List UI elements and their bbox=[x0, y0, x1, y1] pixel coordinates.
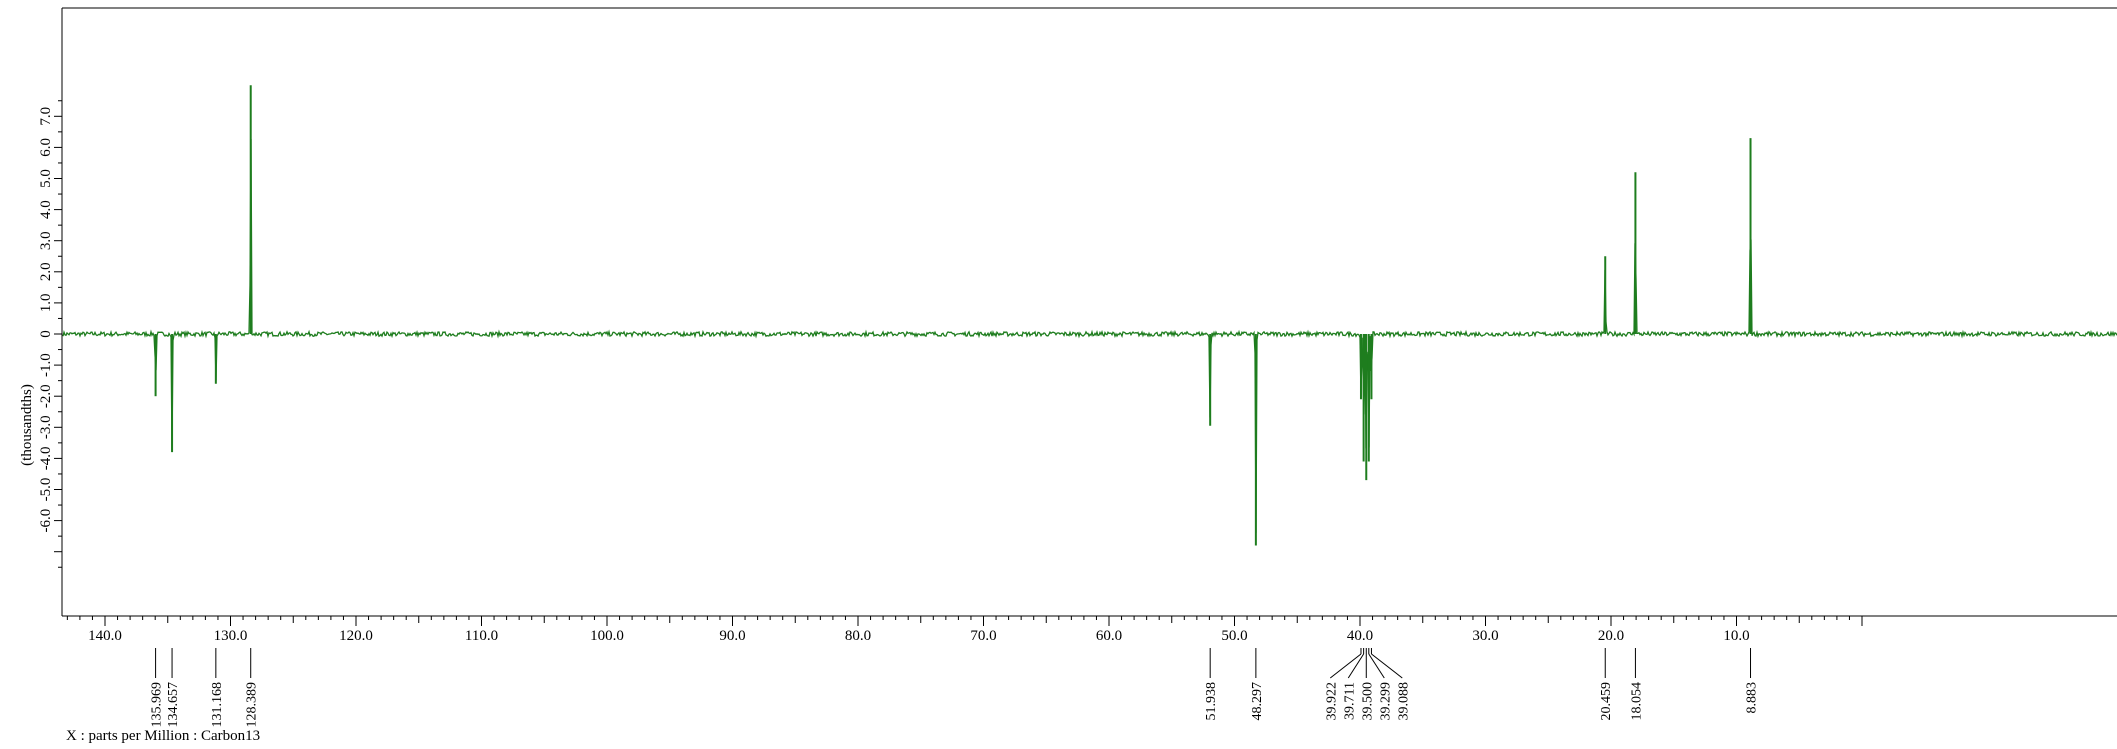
peak-label-leader bbox=[1329, 653, 1362, 679]
x-axis-label: X : parts per Million : Carbon13 bbox=[66, 728, 261, 744]
y-axis-label: (thousandths) bbox=[19, 384, 35, 466]
peak-label: 134.657 bbox=[166, 682, 181, 728]
x-tick-label: 60.0 bbox=[1096, 628, 1122, 644]
peak-label: 51.938 bbox=[1204, 682, 1219, 721]
x-tick-label: 120.0 bbox=[339, 628, 373, 644]
y-tick-label: 4.0 bbox=[38, 200, 54, 219]
x-axis: 160.0150.0140.0130.0120.0110.0100.090.08… bbox=[66, 616, 1863, 644]
peak-label: 48.297 bbox=[1250, 682, 1265, 721]
peak-label-leader bbox=[1371, 653, 1403, 679]
peak-label: 131.168 bbox=[210, 682, 225, 728]
peak-label-leader bbox=[1347, 653, 1365, 679]
x-tick-label: 100.0 bbox=[590, 628, 624, 644]
peak-label: 8.883 bbox=[1745, 682, 1760, 714]
y-tick-label: 6.0 bbox=[38, 138, 54, 157]
y-tick-label: -6.0 bbox=[38, 509, 54, 533]
peak-label: 135.969 bbox=[150, 682, 165, 728]
x-tick-label: 40.0 bbox=[1347, 628, 1373, 644]
peak-label: 128.389 bbox=[245, 682, 260, 728]
peak-label: 18.054 bbox=[1629, 682, 1644, 721]
y-tick-label: 1.0 bbox=[38, 294, 54, 313]
y-tick-label: 2.0 bbox=[38, 262, 54, 281]
spectrum-series bbox=[62, 85, 2117, 546]
x-tick-label: 30.0 bbox=[1472, 628, 1498, 644]
x-tick-label: 110.0 bbox=[465, 628, 498, 644]
x-tick-label: 20.0 bbox=[1598, 628, 1624, 644]
spectrum-baseline bbox=[62, 138, 2117, 533]
x-tick-label: 80.0 bbox=[845, 628, 871, 644]
y-tick-label: -3.0 bbox=[38, 415, 54, 439]
peak-label: 39.299 bbox=[1378, 682, 1393, 721]
peak-label-leader bbox=[1368, 653, 1385, 679]
x-tick-label: 140.0 bbox=[88, 628, 122, 644]
peak-label: 39.500 bbox=[1360, 682, 1375, 721]
y-tick-label: 0 bbox=[38, 330, 54, 338]
y-tick-label: -5.0 bbox=[38, 478, 54, 502]
y-axis: 7.0 6.0 5.0 4.0 3.0 2.0 1.0 0 -1.0 -2.0 -3.0 -4.0 -5… bbox=[38, 100, 62, 568]
y-tick-label: 7.0 bbox=[38, 107, 54, 126]
y-tick-label: -2.0 bbox=[38, 384, 54, 408]
peak-label: 39.922 bbox=[1324, 682, 1339, 721]
peak-labels: 163.251135.969134.657131.168128.38951.93… bbox=[150, 648, 1760, 728]
y-tick-label: 5.0 bbox=[38, 169, 54, 188]
x-tick-label: 130.0 bbox=[214, 628, 248, 644]
peak-label: 39.711 bbox=[1342, 682, 1357, 720]
y-tick-label: 3.0 bbox=[38, 231, 54, 250]
y-tick-label: -1.0 bbox=[38, 353, 54, 377]
peak-label: 39.088 bbox=[1396, 682, 1411, 721]
x-tick-label: 70.0 bbox=[970, 628, 996, 644]
x-tick-label: 10.0 bbox=[1723, 628, 1749, 644]
peak-label: 20.459 bbox=[1599, 682, 1614, 721]
x-tick-label: 50.0 bbox=[1221, 628, 1247, 644]
plot-frame bbox=[61, 7, 2117, 617]
x-tick-label: 90.0 bbox=[719, 628, 745, 644]
y-tick-label: -4.0 bbox=[38, 447, 54, 471]
